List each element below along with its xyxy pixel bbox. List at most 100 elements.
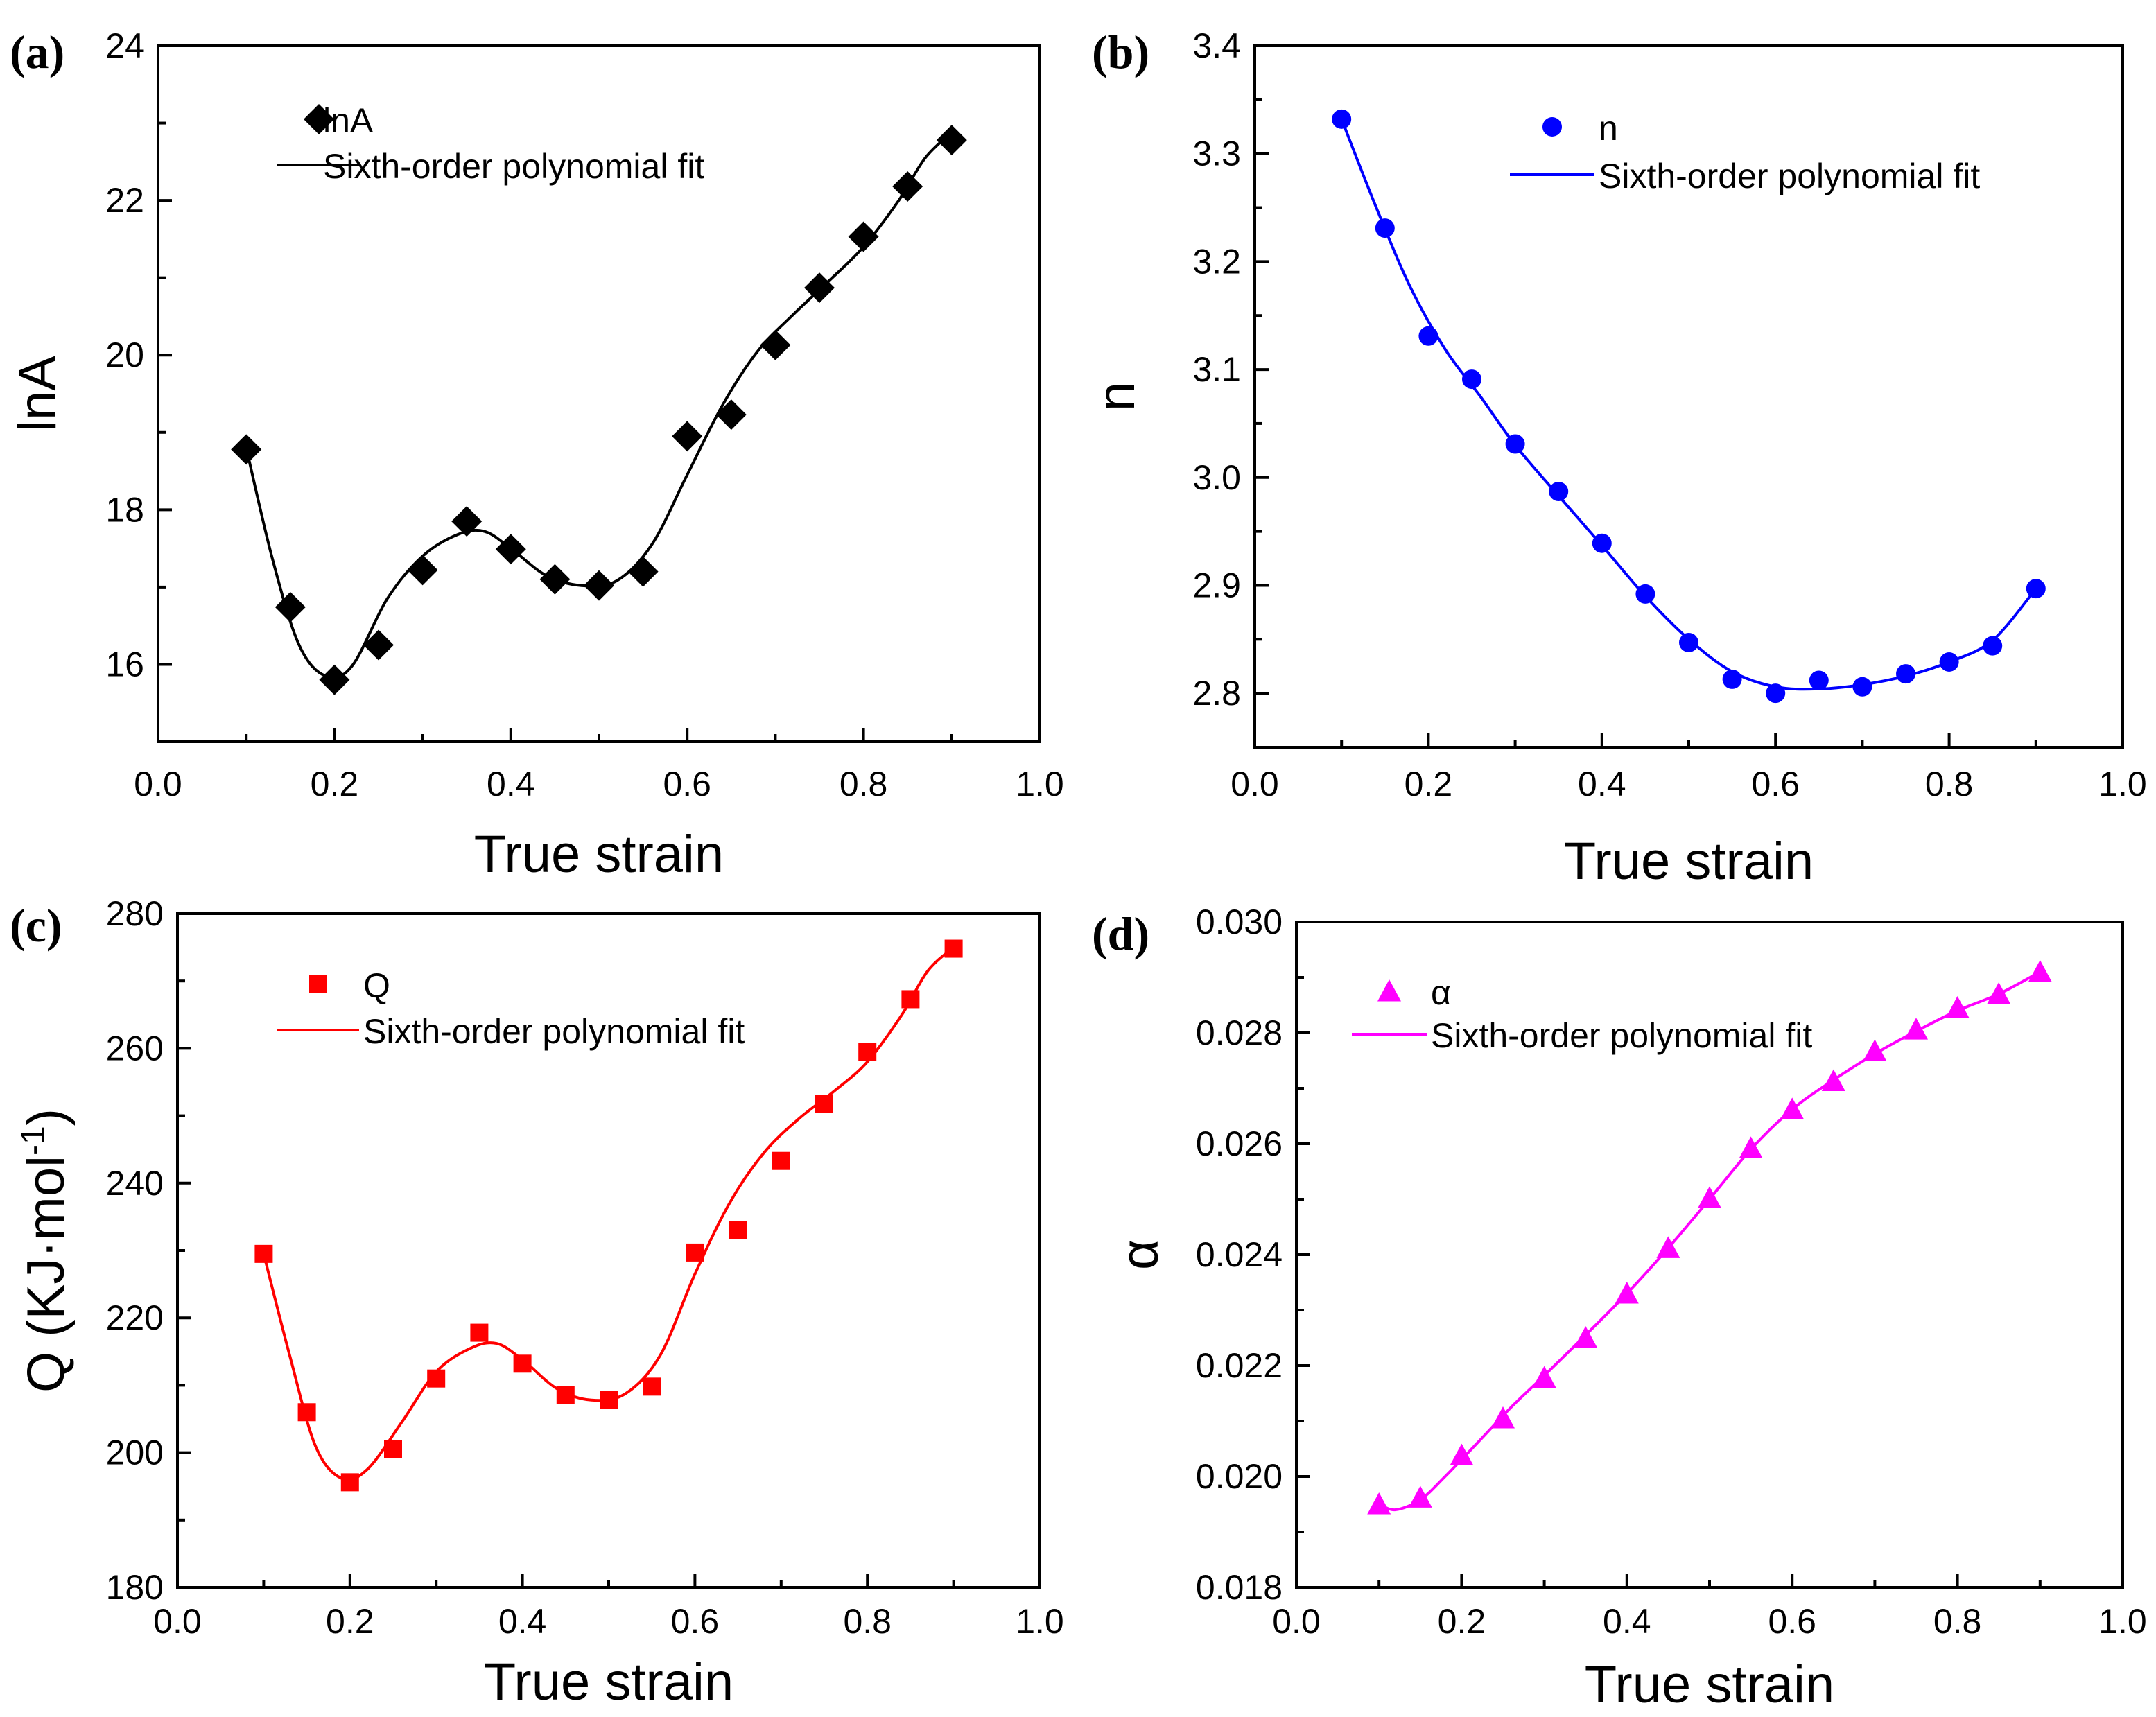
y-tick-label: 3.3 [1192, 134, 1241, 173]
data-point [815, 1095, 833, 1113]
legend-label-fit: Sixth-order polynomial fit [363, 1012, 745, 1051]
x-tick-label: 0.2 [326, 1602, 374, 1641]
chart-panel-b: 0.0 0.2 0.4 0.6 0.8 1.0 2.8 2.9 3.0 3.1 3.2 3.3 3.4 T… [1087, 26, 2147, 891]
data-point [340, 1473, 359, 1492]
x-tick-label: 0.6 [663, 765, 711, 803]
data-point [1367, 1492, 1391, 1515]
data-point [1679, 632, 1698, 652]
data-point [407, 555, 438, 586]
x-tick-label: 0.2 [1438, 1602, 1486, 1641]
data-point [1375, 218, 1395, 238]
data-point [513, 1354, 532, 1373]
x-axis-label: True strain [474, 825, 724, 884]
x-tick-label: 1.0 [2098, 1602, 2147, 1641]
y-tick-label: 0.022 [1196, 1346, 1283, 1385]
y-axis-label: lnA [8, 356, 67, 432]
data-point [451, 506, 483, 537]
data-point [1408, 1485, 1432, 1508]
x-tick-label: 0.4 [1603, 1602, 1651, 1641]
data-point [1939, 652, 1959, 672]
legend-label-fit: Sixth-order polynomial fit [323, 147, 704, 186]
data-point [1852, 677, 1872, 697]
y-tick-label: 200 [106, 1433, 164, 1472]
data-point [715, 399, 747, 430]
legend-label-fit: Sixth-order polynomial fit [1599, 157, 1980, 195]
y-tick-label: 3.4 [1192, 26, 1241, 65]
data-point [944, 939, 963, 958]
panel-label: (c) [10, 899, 62, 952]
y-tick-label: 0.024 [1196, 1235, 1283, 1274]
y-tick-label: 3.0 [1192, 458, 1241, 497]
legend-marker [309, 975, 327, 993]
legend-marker [1542, 117, 1562, 137]
data-point [1987, 982, 2011, 1004]
data-point [1698, 1186, 1721, 1208]
y-tick-label: 3.1 [1192, 350, 1241, 389]
data-point [892, 171, 923, 202]
x-tick-label: 0.0 [153, 1602, 202, 1641]
data-point [1780, 1097, 1805, 1119]
legend-label-points: lnA [323, 101, 374, 140]
panel-label: (a) [10, 26, 64, 78]
data-point [760, 329, 791, 360]
data-point [1635, 584, 1655, 604]
x-tick-label: 0.6 [671, 1602, 720, 1641]
data-point [600, 1391, 618, 1409]
data-point [858, 1043, 877, 1061]
data-point [427, 1369, 446, 1388]
y-tick-label: 2.9 [1192, 566, 1241, 604]
panel-label: (d) [1092, 907, 1149, 960]
data-point [584, 570, 614, 601]
chart-panel-d: 0.0 0.2 0.4 0.6 0.8 1.0 0.018 0.020 0.022 0.024 0.… [1092, 903, 2147, 1714]
y-axis-label: n [1087, 382, 1146, 411]
data-point [470, 1323, 489, 1342]
y-tick-label: 16 [105, 645, 144, 683]
panel-label: (b) [1092, 26, 1149, 78]
chart-panel-a: 0.0 0.2 0.4 0.6 0.8 1.0 16 18 20 22 24 True strain l… [8, 26, 1064, 884]
y-tick-label: 260 [106, 1029, 164, 1067]
y-tick-label: 24 [105, 26, 144, 65]
data-point [936, 125, 967, 156]
data-point [2026, 579, 2046, 599]
data-point [1332, 109, 1352, 129]
data-point [848, 221, 879, 252]
y-tick-label: 22 [105, 181, 144, 220]
data-point [627, 556, 659, 587]
x-tick-label: 0.8 [1925, 765, 1974, 803]
data-point [384, 1440, 402, 1458]
data-point [1418, 326, 1438, 346]
data-point [1904, 1018, 1928, 1040]
x-tick-label: 0.6 [1768, 1602, 1816, 1641]
legend-label-fit: Sixth-order polynomial fit [1431, 1016, 1812, 1055]
data-point [1462, 369, 1481, 390]
y-tick-label: 0.020 [1196, 1457, 1283, 1496]
legend-label-points: α [1431, 973, 1451, 1012]
y-tick-label: 3.2 [1192, 242, 1241, 281]
x-tick-label: 0.4 [1578, 765, 1626, 803]
x-tick-label: 0.0 [1231, 765, 1279, 803]
y-tick-label: 240 [106, 1164, 164, 1203]
x-tick-label: 0.6 [1751, 765, 1800, 803]
y-tick-label: 0.028 [1196, 1013, 1283, 1052]
y-tick-label: 2.8 [1192, 674, 1241, 713]
data-point [1821, 1069, 1845, 1092]
x-tick-label: 0.8 [843, 1602, 892, 1641]
legend-marker [1377, 979, 1401, 1002]
data-point [231, 434, 262, 465]
data-point [1983, 636, 2003, 656]
x-tick-label: 1.0 [1016, 1602, 1064, 1641]
y-axis-label-text: lnA [8, 356, 67, 432]
data-point [1945, 996, 1970, 1018]
data-point [1722, 669, 1742, 689]
data-point [901, 990, 920, 1009]
x-axis-label: True strain [484, 1653, 733, 1711]
data-point [1549, 482, 1569, 502]
data-point [729, 1221, 747, 1239]
y-axis-label-superscript: -1 [15, 1126, 52, 1156]
y-axis-label-text: n [1087, 382, 1146, 411]
fit-curve [1340, 119, 2037, 691]
y-tick-label: 18 [105, 490, 144, 529]
data-point [643, 1377, 661, 1396]
y-axis-label: Q (KJ·mol-1) [15, 1108, 76, 1393]
x-axis-label: True strain [1564, 832, 1814, 891]
